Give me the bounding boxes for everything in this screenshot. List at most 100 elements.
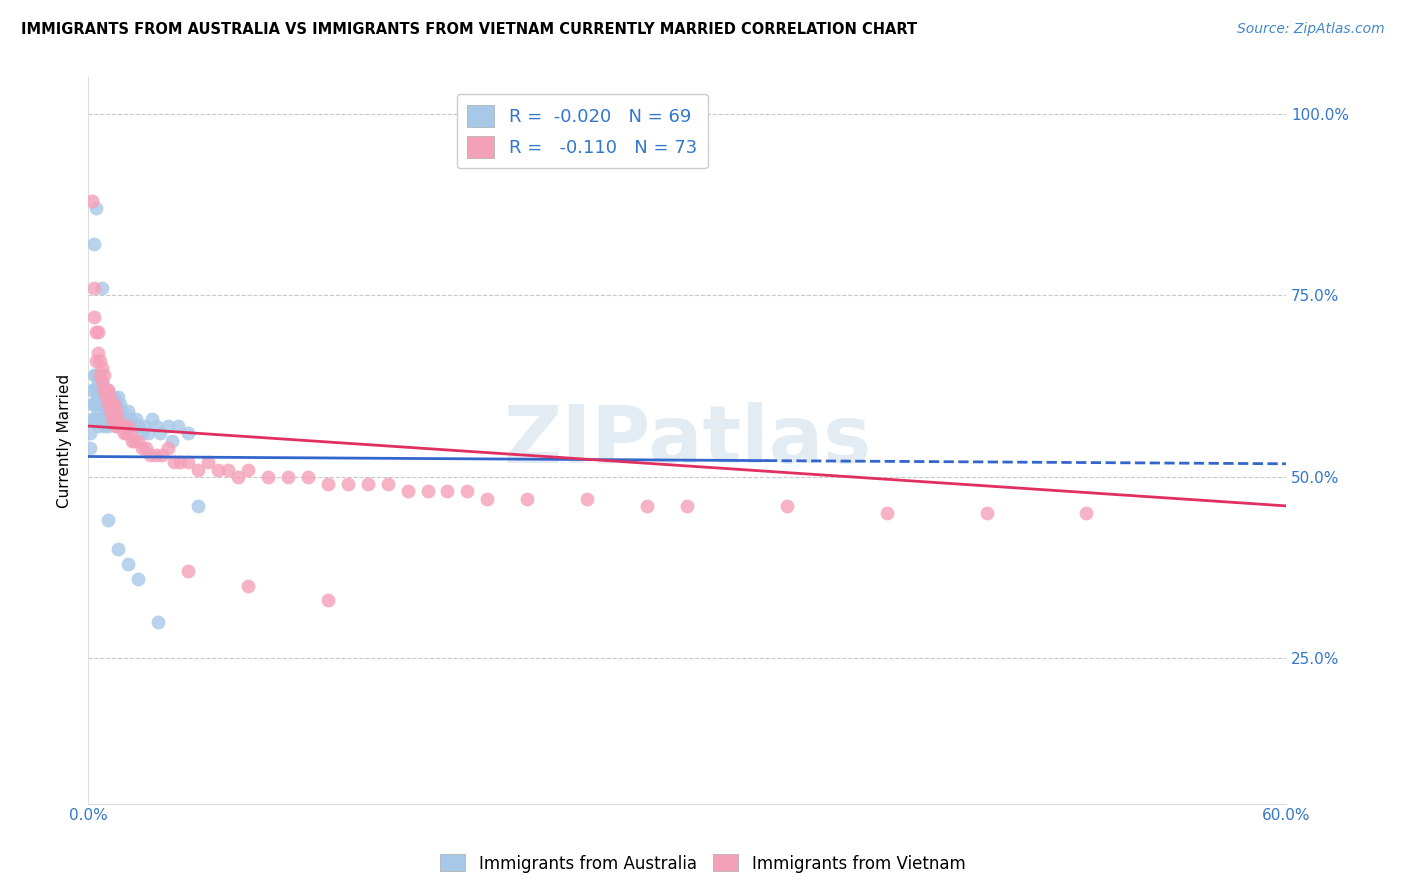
- Point: [98, 411, 121, 425]
- Point: [477, 491, 499, 506]
- Point: [101, 411, 124, 425]
- Point: [79, 441, 101, 455]
- Point: [87, 390, 110, 404]
- Point: [91, 411, 114, 425]
- Point: [117, 404, 139, 418]
- Point: [82, 397, 104, 411]
- Point: [150, 448, 173, 462]
- Point: [107, 390, 129, 404]
- Point: [82, 411, 104, 425]
- Point: [149, 426, 172, 441]
- Text: ZIPatlas: ZIPatlas: [503, 401, 872, 480]
- Text: Source: ZipAtlas.com: Source: ZipAtlas.com: [1237, 22, 1385, 37]
- Point: [89, 383, 111, 397]
- Point: [236, 579, 259, 593]
- Point: [217, 462, 239, 476]
- Point: [115, 426, 138, 441]
- Point: [83, 281, 105, 295]
- Point: [89, 411, 111, 425]
- Point: [136, 426, 159, 441]
- Point: [146, 615, 169, 629]
- Point: [91, 390, 114, 404]
- Point: [97, 383, 120, 397]
- Point: [121, 419, 143, 434]
- Point: [98, 404, 121, 418]
- Point: [98, 390, 121, 404]
- Point: [84, 411, 107, 425]
- Point: [101, 397, 124, 411]
- Point: [89, 353, 111, 368]
- Point: [456, 484, 478, 499]
- Point: [141, 411, 163, 425]
- Point: [94, 390, 117, 404]
- Point: [93, 383, 115, 397]
- Point: [167, 419, 190, 434]
- Point: [97, 513, 120, 527]
- Point: [156, 419, 179, 434]
- Point: [145, 448, 167, 462]
- Point: [576, 491, 599, 506]
- Point: [436, 484, 458, 499]
- Point: [94, 383, 117, 397]
- Point: [115, 419, 138, 434]
- Point: [87, 325, 110, 339]
- Point: [177, 564, 200, 578]
- Point: [79, 426, 101, 441]
- Legend: Immigrants from Australia, Immigrants from Vietnam: Immigrants from Australia, Immigrants fr…: [434, 847, 972, 880]
- Point: [83, 368, 105, 383]
- Point: [83, 383, 105, 397]
- Point: [277, 470, 299, 484]
- Point: [83, 237, 105, 252]
- Point: [98, 390, 121, 404]
- Point: [1076, 506, 1098, 520]
- Point: [84, 383, 107, 397]
- Y-axis label: Currently Married: Currently Married: [58, 374, 72, 508]
- Point: [91, 360, 114, 375]
- Point: [187, 462, 209, 476]
- Point: [107, 542, 129, 557]
- Point: [163, 455, 186, 469]
- Point: [111, 419, 134, 434]
- Point: [336, 477, 359, 491]
- Point: [89, 368, 111, 383]
- Point: [84, 325, 107, 339]
- Point: [131, 441, 153, 455]
- Point: [97, 397, 120, 411]
- Point: [103, 390, 125, 404]
- Point: [121, 434, 143, 448]
- Point: [156, 441, 179, 455]
- Point: [776, 499, 799, 513]
- Point: [97, 419, 120, 434]
- Point: [135, 441, 157, 455]
- Point: [112, 426, 135, 441]
- Point: [83, 310, 105, 324]
- Point: [108, 419, 131, 434]
- Point: [103, 397, 125, 411]
- Point: [107, 411, 129, 425]
- Point: [297, 470, 319, 484]
- Point: [84, 397, 107, 411]
- Point: [84, 368, 107, 383]
- Point: [131, 426, 153, 441]
- Point: [103, 411, 125, 425]
- Point: [112, 411, 135, 425]
- Point: [396, 484, 419, 499]
- Point: [105, 397, 128, 411]
- Point: [93, 419, 115, 434]
- Point: [676, 499, 699, 513]
- Point: [111, 404, 134, 418]
- Point: [105, 419, 128, 434]
- Text: IMMIGRANTS FROM AUSTRALIA VS IMMIGRANTS FROM VIETNAM CURRENTLY MARRIED CORRELATI: IMMIGRANTS FROM AUSTRALIA VS IMMIGRANTS …: [21, 22, 917, 37]
- Point: [91, 281, 114, 295]
- Point: [97, 383, 120, 397]
- Point: [94, 404, 117, 418]
- Point: [169, 455, 191, 469]
- Point: [187, 499, 209, 513]
- Point: [83, 397, 105, 411]
- Point: [101, 411, 124, 425]
- Point: [117, 419, 139, 434]
- Point: [105, 419, 128, 434]
- Point: [91, 376, 114, 390]
- Point: [93, 368, 115, 383]
- Point: [94, 390, 117, 404]
